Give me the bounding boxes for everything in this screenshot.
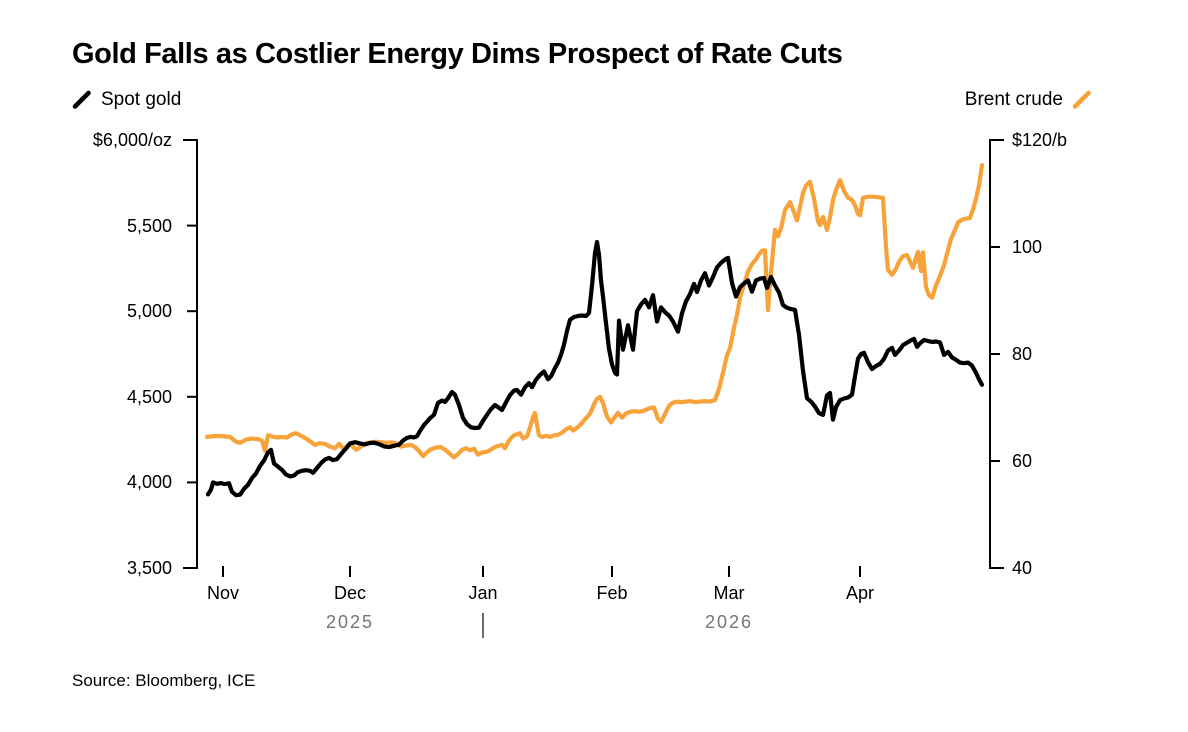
left-axis-label-5500: 5,500 (126, 215, 172, 236)
month-label-mar: Mar (713, 583, 745, 603)
legend-brent-crude: Brent crude (965, 89, 1092, 111)
left-axis-line (183, 139, 198, 569)
year-label-2025: 2025 (325, 612, 375, 632)
left-axis-label-4000: 4,000 (126, 472, 172, 493)
year-label-2026: 2026 (704, 612, 754, 632)
left-axis-label-3500: 3,500 (126, 558, 172, 578)
source-note: Source: Bloomberg, ICE (72, 671, 256, 690)
page-title: Gold Falls as Costlier Energy Dims Prosp… (72, 38, 843, 70)
legend-spot-gold-label: Spot gold (101, 89, 182, 110)
spot-gold-line-icon (72, 90, 92, 110)
legend-spot-gold: Spot gold (72, 89, 181, 111)
left-axis-label-4500: 4,500 (126, 386, 172, 407)
left-axis-label-6000: $6,000/oz (92, 130, 172, 150)
left-axis-label-5000: 5,000 (126, 301, 172, 322)
month-label-jan: Jan (468, 583, 498, 603)
brent-crude-line-icon (1072, 90, 1092, 110)
month-label-feb: Feb (596, 583, 628, 603)
right-axis-label-100: 100 (1012, 237, 1043, 257)
series-line-brent-crude (204, 163, 985, 460)
right-axis-label-80: 80 (1012, 344, 1033, 364)
month-label-nov: Nov (206, 583, 239, 603)
legend-brent-crude-label: Brent crude (964, 89, 1063, 110)
month-label-apr: Apr (845, 583, 874, 603)
series-line-spot-gold (205, 239, 985, 498)
right-axis-label-120: $120/b (1012, 130, 1068, 150)
month-label-dec: Dec (333, 583, 366, 603)
right-axis-label-60: 60 (1012, 451, 1033, 471)
right-axis-label-40: 40 (1012, 558, 1033, 578)
